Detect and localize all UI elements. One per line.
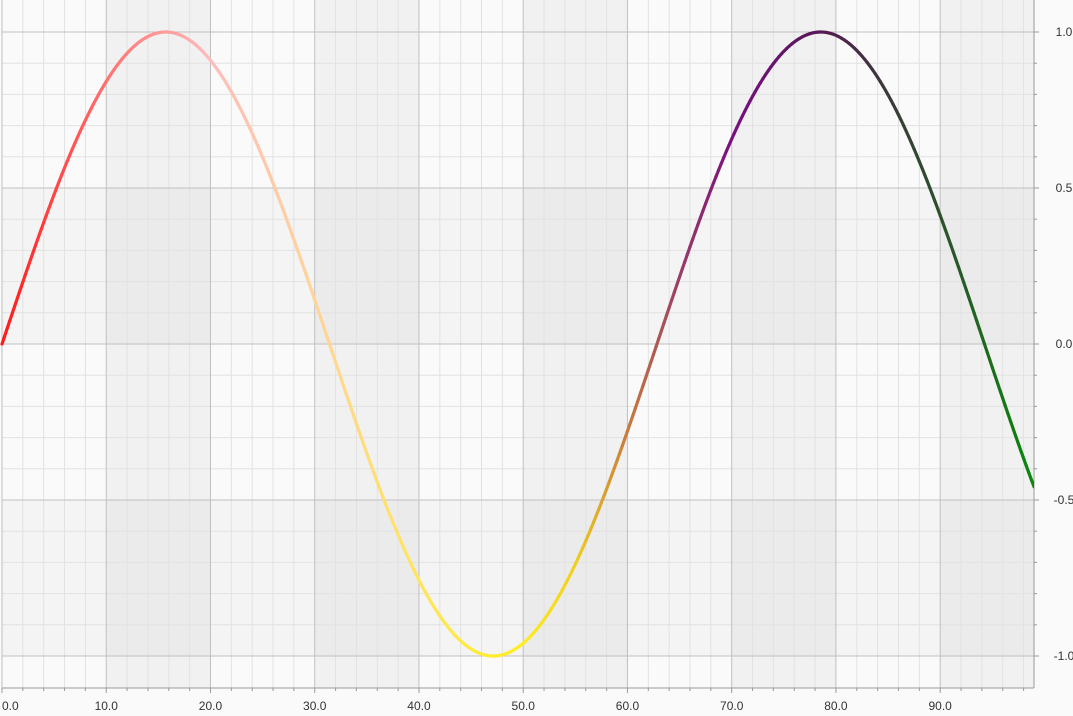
sine-series-line[interactable] bbox=[0, 30, 1034, 658]
major-gridlines bbox=[1, 0, 1034, 688]
x-tick-label: 30.0 bbox=[303, 699, 327, 713]
x-tick-label: 50.0 bbox=[512, 699, 536, 713]
band-horizontal bbox=[2, 500, 1034, 656]
x-tick-label: 10.0 bbox=[95, 699, 119, 713]
band-horizontal bbox=[2, 188, 1034, 344]
x-tick-label: 90.0 bbox=[929, 699, 953, 713]
data-series[interactable] bbox=[0, 30, 1034, 658]
x-axis-tick-labels: 0.0 10.0 20.0 30.0 40.0 50.0 60.0 70.0 80.0 90.0 bbox=[2, 699, 952, 713]
y-tick-label: -0.5 bbox=[1054, 493, 1073, 507]
y-tick-label: -1.0 bbox=[1054, 649, 1073, 663]
x-tick-label: 20.0 bbox=[199, 699, 223, 713]
y-axis-tick-labels: 1.0 0.5 0.0 -0.5 -1.0 bbox=[1054, 25, 1073, 663]
axes bbox=[1, 0, 1039, 693]
x-tick-label: 40.0 bbox=[407, 699, 431, 713]
y-tick-label: 0.5 bbox=[1056, 181, 1073, 195]
x-tick-label: 80.0 bbox=[824, 699, 848, 713]
y-tick-label: 1.0 bbox=[1056, 25, 1073, 39]
series-segment bbox=[1029, 478, 1034, 489]
y-tick-label: 0.0 bbox=[1056, 337, 1073, 351]
x-tick-label: 70.0 bbox=[720, 699, 744, 713]
x-tick-label: 0.0 bbox=[2, 699, 19, 713]
x-tick-label: 60.0 bbox=[616, 699, 640, 713]
